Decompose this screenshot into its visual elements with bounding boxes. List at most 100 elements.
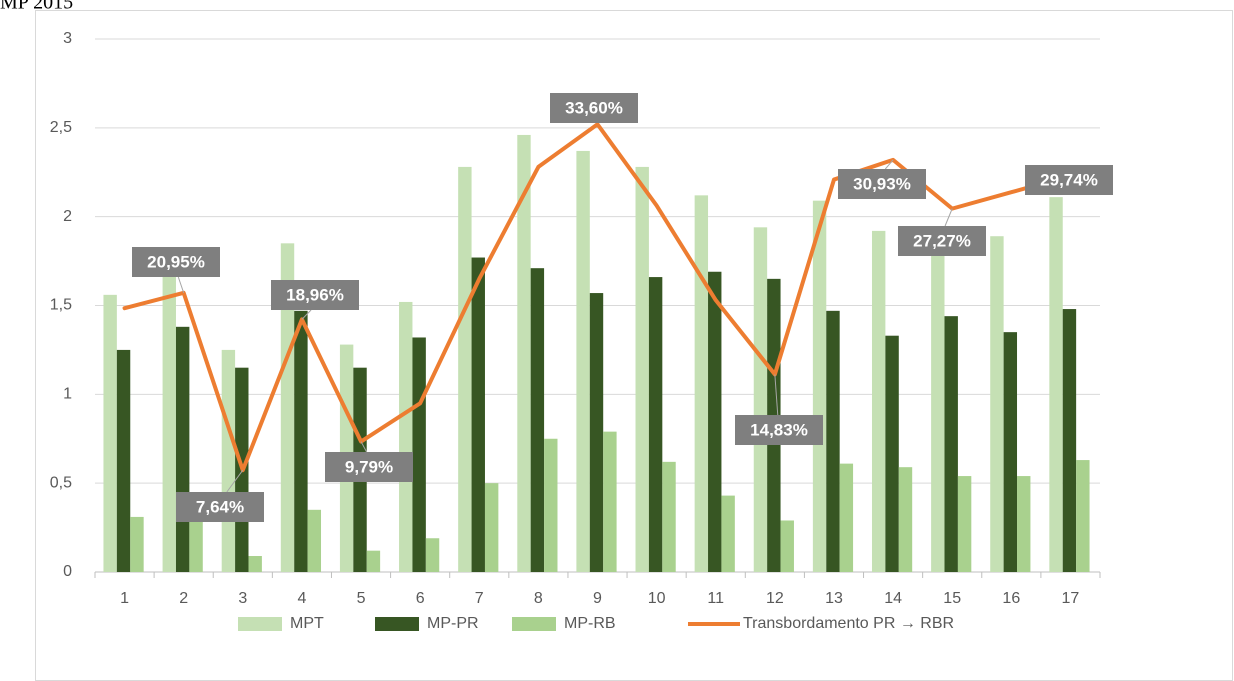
leader-line — [774, 374, 779, 416]
bar — [708, 271, 722, 572]
bar — [694, 195, 709, 572]
data-label: 14,83% — [750, 420, 808, 439]
x-tick-label: 7 — [475, 590, 484, 607]
x-tick-label: 11 — [707, 590, 724, 607]
bar — [517, 134, 531, 572]
data-label: 30,93% — [853, 174, 911, 193]
data-label-box — [271, 280, 359, 310]
legend-swatch — [238, 617, 282, 631]
data-label: 29,74% — [1040, 170, 1098, 189]
bar — [589, 293, 604, 572]
data-label: 9,79% — [345, 457, 393, 476]
data-label: 33,60% — [565, 98, 623, 117]
bar — [576, 150, 590, 572]
bar — [839, 463, 854, 572]
bar — [780, 520, 794, 572]
data-label-box — [1025, 165, 1113, 195]
leader-line — [177, 276, 185, 294]
x-tick-label: 13 — [825, 590, 843, 607]
bar — [366, 550, 381, 572]
bar — [931, 252, 945, 572]
bar — [1017, 476, 1031, 572]
data-label: 18,96% — [286, 285, 344, 304]
legend-swatch — [512, 617, 556, 631]
bar — [399, 301, 413, 572]
legend-swatch — [375, 617, 419, 631]
data-label-box — [325, 452, 413, 482]
bar — [1076, 460, 1090, 572]
bar — [1049, 197, 1063, 572]
bar — [544, 438, 558, 572]
bar — [458, 166, 472, 573]
bar — [412, 337, 426, 572]
x-tick-label: 6 — [416, 590, 425, 607]
y-tick-label: 2,5 — [50, 119, 72, 136]
x-tick-label: 12 — [766, 590, 784, 607]
bar — [471, 257, 485, 572]
x-tick-label: 14 — [884, 590, 902, 607]
bar — [1062, 309, 1077, 572]
bar — [721, 495, 735, 572]
x-tick-label: 3 — [238, 590, 247, 607]
bar — [812, 200, 827, 572]
leader-line — [226, 469, 244, 493]
bar — [635, 166, 649, 573]
data-label-box — [838, 169, 926, 199]
data-label: 7,64% — [196, 497, 244, 516]
data-label: 20,95% — [147, 252, 205, 271]
bar — [189, 518, 203, 572]
leader-line — [301, 309, 312, 320]
x-tick-label: 9 — [593, 590, 602, 607]
x-tick-label: 16 — [1002, 590, 1020, 607]
x-tick-label: 10 — [648, 590, 666, 607]
chart-title: MP 2015 — [0, 0, 73, 14]
x-tick-label: 2 — [179, 590, 188, 607]
x-tick-label: 5 — [357, 590, 366, 607]
x-tick-label: 17 — [1062, 590, 1080, 607]
y-tick-label: 1,5 — [50, 297, 72, 314]
bar — [753, 227, 768, 572]
x-tick-label: 4 — [297, 590, 306, 607]
bar — [425, 538, 440, 572]
bar — [1003, 332, 1018, 572]
bar — [957, 476, 972, 572]
bar — [116, 349, 131, 572]
bar — [898, 467, 913, 572]
bar — [484, 483, 499, 572]
bar — [294, 310, 308, 572]
bar — [307, 509, 322, 572]
y-tick-label: 2 — [63, 208, 72, 225]
data-label: 27,27% — [913, 231, 971, 250]
bar — [162, 273, 176, 572]
y-tick-label: 1 — [63, 386, 72, 403]
legend-label: Transbordamento PR → RBR — [743, 615, 954, 632]
data-label-box — [132, 247, 220, 277]
bar — [221, 349, 236, 572]
bar — [944, 316, 958, 572]
bar — [175, 326, 190, 572]
data-label-box — [550, 93, 638, 123]
y-tick-label: 0,5 — [50, 474, 72, 491]
legend-label: MP-PR — [427, 615, 479, 632]
legend-label: MPT — [290, 615, 324, 632]
data-label-box — [176, 492, 264, 522]
bar — [826, 310, 840, 572]
y-tick-label: 0 — [63, 563, 72, 580]
bar — [648, 277, 663, 572]
leader-line — [884, 159, 894, 170]
bar — [990, 236, 1004, 572]
legend-label: MP-RB — [564, 615, 616, 632]
bar — [248, 556, 262, 572]
y-tick-label: 3 — [63, 30, 72, 47]
bar — [662, 461, 676, 572]
leader-line — [944, 208, 953, 227]
x-tick-label: 15 — [943, 590, 961, 607]
leader-line — [360, 441, 368, 453]
bar — [130, 516, 144, 572]
data-label-box — [898, 226, 986, 256]
bar — [871, 230, 886, 572]
data-label-box — [735, 415, 823, 445]
bar — [530, 268, 545, 572]
bar — [885, 335, 899, 572]
